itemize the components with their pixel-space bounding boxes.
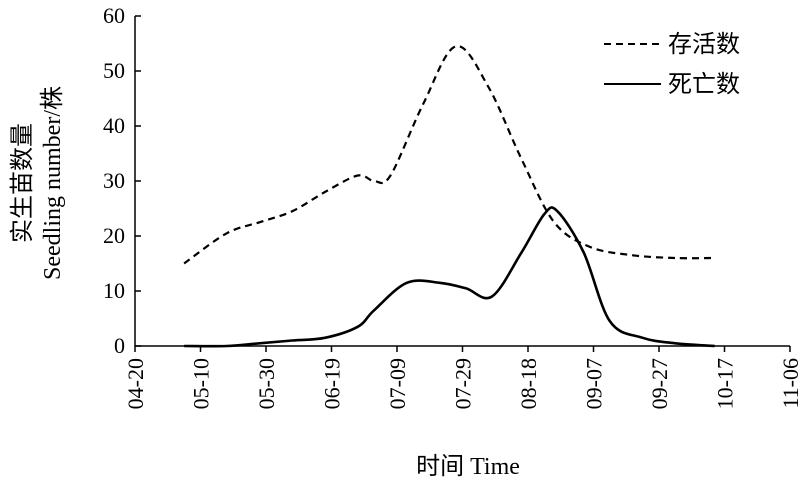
y-tick-label: 20 [103,223,125,248]
y-axis: 0 10 20 30 40 50 60 [103,3,141,358]
legend-label-death: 死亡数 [668,70,740,98]
y-tick-label: 60 [103,3,125,28]
y-tick-label: 40 [103,113,125,138]
legend-label-survival: 存活数 [668,30,740,58]
y-ticks: 0 10 20 30 40 50 60 [103,3,141,358]
y-tick-label: 0 [114,333,125,358]
x-axis-label: 时间 Time [416,453,520,480]
series-layer [183,45,715,348]
x-tick-label: 09-27 [647,358,672,409]
x-tick-label: 05-30 [254,358,279,409]
legend: 存活数 死亡数 [604,30,740,98]
x-tick-label: 08-18 [516,358,541,409]
y-tick-label: 10 [103,278,125,303]
series-line-death [184,206,715,348]
x-tick-label: 04-20 [123,358,148,409]
x-tick-label: 07-09 [385,358,410,409]
x-tick-label: 10-17 [713,358,738,409]
x-tick-label: 06-19 [320,358,345,409]
x-tick-label: 07-29 [451,358,476,409]
x-tick-label: 11-06 [778,358,800,409]
series-line-survival [183,45,715,265]
y-axis-label-cn: 实生苗数量 [9,123,36,243]
y-tick-label: 30 [103,168,125,193]
y-axis-label-en: Seedling number/株 [39,86,66,280]
x-tick-label: 05-10 [189,358,214,409]
x-tick-label: 09-07 [582,358,607,409]
y-tick-label: 50 [103,58,125,83]
x-axis: 04-20 05-10 05-30 06-19 07-09 07-29 08-18 09-07… [123,345,800,409]
x-ticks: 04-20 05-10 05-30 06-19 07-09 07-29 08-18 09-07… [123,346,800,409]
